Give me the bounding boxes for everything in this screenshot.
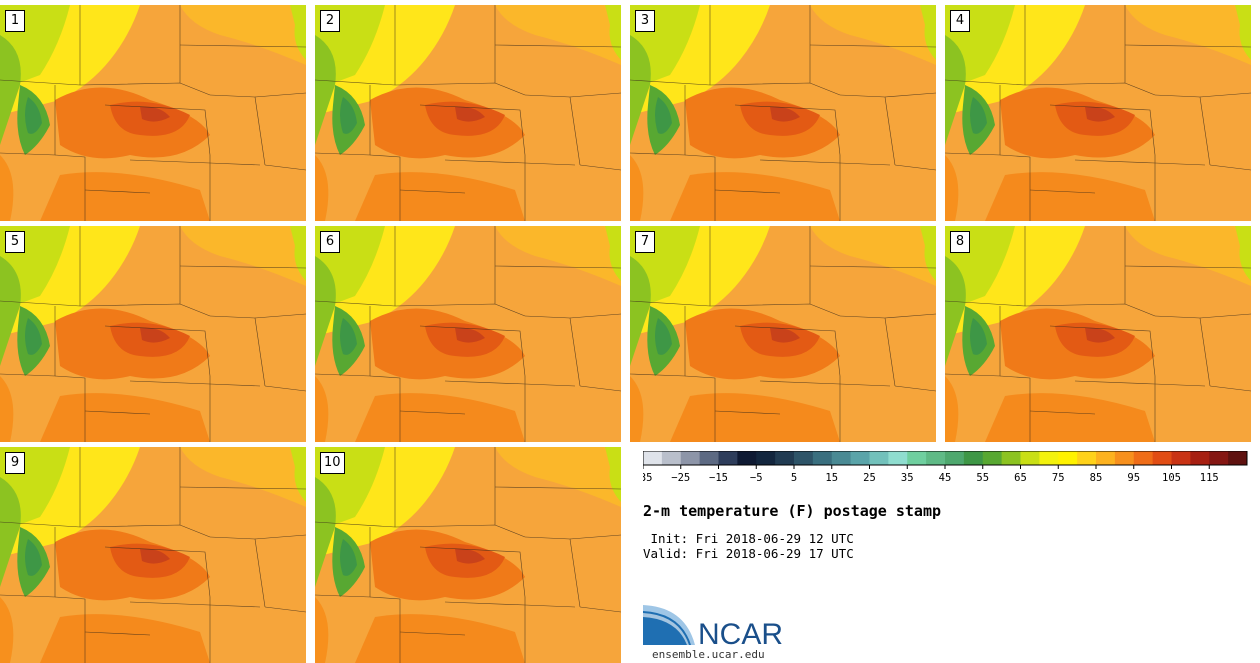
colorbar-bin [1209,451,1229,465]
colorbar-tick-label: 85 [1090,472,1103,484]
colorbar-bin [812,451,833,465]
temperature-map [315,226,621,442]
colorbar-bin [1001,451,1021,465]
temperature-map [630,226,936,442]
colorbar-bin [926,451,946,465]
site-url[interactable]: ensemble.ucar.edu [652,648,765,661]
colorbar-bin [982,451,1003,465]
colorbar-bin [850,451,870,465]
temperature-map [0,226,306,442]
member-panel[interactable]: 1 [0,5,306,221]
colorbar-bin [756,451,776,465]
colorbar-tick-label: 95 [1127,472,1140,484]
member-panel[interactable]: 8 [945,226,1251,442]
member-panel[interactable]: 4 [945,5,1251,221]
temperature-map [0,5,306,221]
colorbar-bin [1077,451,1097,465]
colorbar-bin [831,451,852,465]
logo-text: NCAR [698,618,783,649]
colorbar-tick-label: −25 [671,472,690,484]
member-panel[interactable]: 9 [0,447,306,663]
colorbar-bin [1190,451,1210,465]
colorbar-bin [1096,451,1116,465]
member-number-label: 8 [950,231,970,253]
colorbar-bin [1228,451,1248,465]
temperature-colorbar: −35 −25 −15 −5 5 15 25 35 45 55 65 75 85 95 105 115 [643,451,1248,484]
colorbar-tick-label: 25 [863,472,876,484]
colorbar-bin [737,451,757,465]
plot-title: 2-m temperature (F) postage stamp [643,502,942,520]
member-panel[interactable]: 10 [315,447,621,663]
member-number-label: 9 [5,452,25,474]
colorbar-tick-label: −35 [643,472,652,484]
ncar-logo[interactable]: NCAR [643,605,803,649]
colorbar-bin [907,451,927,465]
member-panel[interactable]: 6 [315,226,621,442]
colorbar-tick-label: 5 [791,472,797,484]
temperature-map [630,5,936,221]
colorbar-bin [1152,451,1172,465]
temperature-map [315,447,621,663]
colorbar-bin [1039,451,1059,465]
temperature-map [0,447,306,663]
member-number-label: 6 [320,231,340,253]
valid-time: Valid: Fri 2018-06-29 17 UTC [643,546,854,561]
member-panel[interactable]: 2 [315,5,621,221]
colorbar-bin [699,451,719,465]
colorbar-bin [888,451,908,465]
colorbar-bin [643,451,663,465]
colorbar-bin [1133,451,1154,465]
colorbar-bin [718,451,738,465]
colorbar-bin [775,451,795,465]
colorbar-tick-label: 65 [1014,472,1027,484]
colorbar-bin [1171,451,1191,465]
temperature-map [945,5,1251,221]
member-number-label: 2 [320,10,340,32]
colorbar-tick-label: −15 [709,472,728,484]
temperature-map [945,226,1251,442]
member-number-label: 1 [5,10,25,32]
colorbar-bin [680,451,701,465]
member-number-label: 10 [320,452,345,474]
colorbar-bin [1114,451,1135,465]
member-panel[interactable]: 5 [0,226,306,442]
member-number-label: 5 [5,231,25,253]
colorbar-tick-label: 15 [825,472,838,484]
member-panel[interactable]: 3 [630,5,936,221]
colorbar-tick-label: 115 [1200,472,1219,484]
colorbar-bin [1020,451,1040,465]
member-number-label: 4 [950,10,970,32]
colorbar-bin [963,451,984,465]
colorbar-tick-label: −5 [750,472,763,484]
colorbar-tick-label: 105 [1162,472,1181,484]
member-number-label: 7 [635,231,655,253]
colorbar-tick-label: 75 [1052,472,1065,484]
member-panel[interactable]: 7 [630,226,936,442]
colorbar-bin [869,451,889,465]
colorbar-bin [1058,451,1078,465]
colorbar-tick-label: 35 [901,472,914,484]
temperature-map [315,5,621,221]
colorbar-tick-label: 45 [939,472,952,484]
init-time: Init: Fri 2018-06-29 12 UTC [643,531,854,546]
colorbar-tick-label: 55 [976,472,989,484]
colorbar-bin [794,451,814,465]
colorbar-bin [661,451,682,465]
colorbar-bin [945,451,965,465]
member-number-label: 3 [635,10,655,32]
